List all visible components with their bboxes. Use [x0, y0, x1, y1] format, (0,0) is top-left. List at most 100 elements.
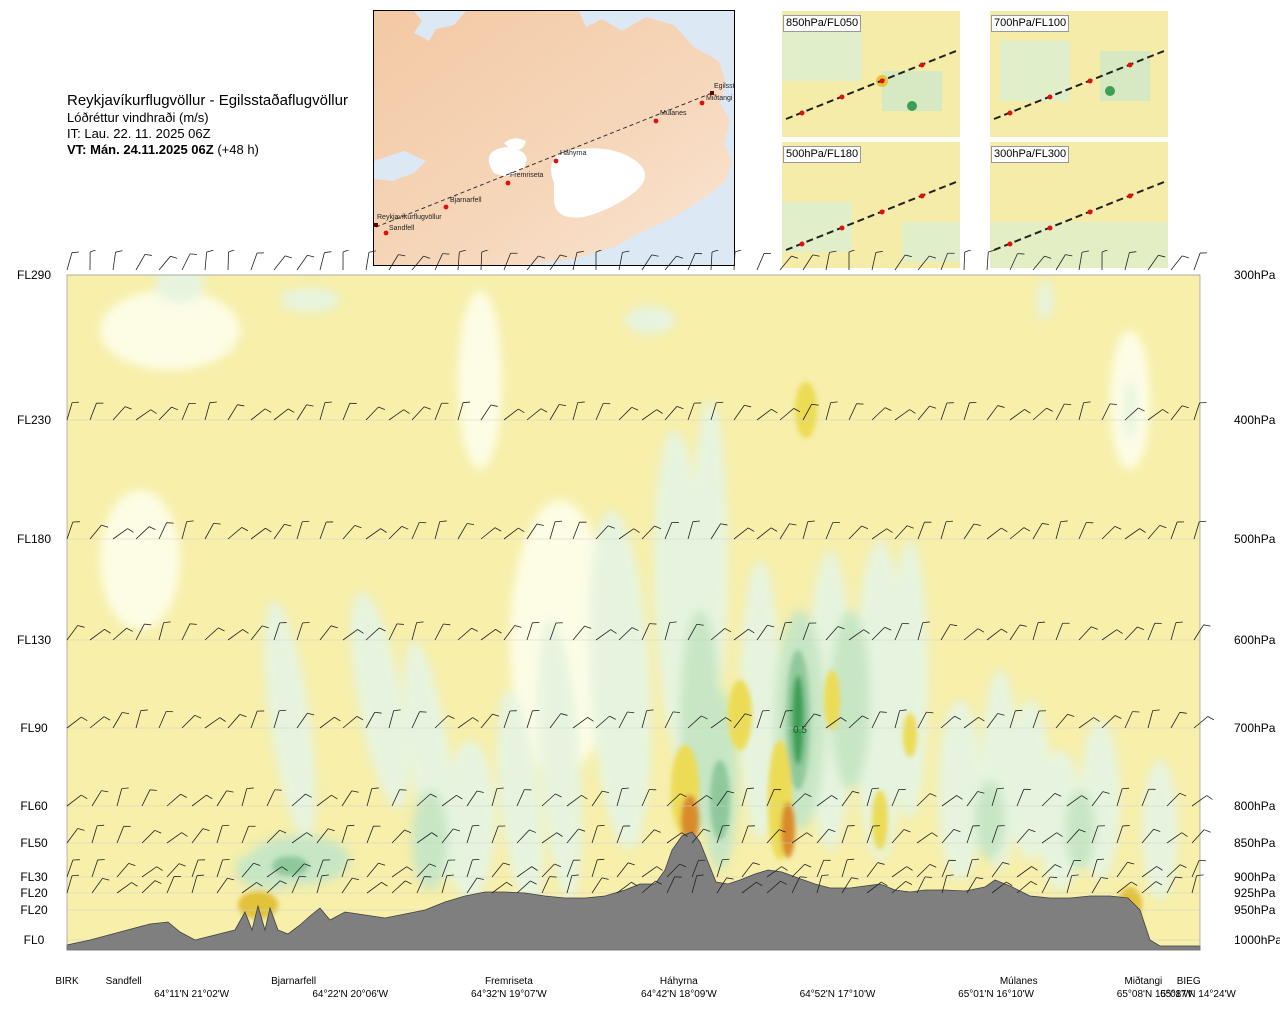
waypoint-axis-label: Háhyrna: [660, 976, 698, 987]
wind-barb: [688, 253, 695, 270]
waypoint-label: Reykjavíkurflugvöllur: [377, 214, 442, 221]
cross-section-svg: 0.5 FL290FL230FL180FL130FL90FL60FL50FL30…: [0, 250, 1280, 1005]
wind-barb-feather: [171, 256, 178, 258]
waypoint-marker: [444, 205, 449, 210]
wind-barb-feather: [324, 252, 331, 253]
flight-level-labels: FL290FL230FL180FL130FL90FL60FL50FL30FL20…: [17, 268, 51, 947]
velocity-contour: [795, 382, 817, 438]
waypoint-axis-label: BIEG: [1177, 976, 1201, 987]
wind-barb-feather: [538, 256, 545, 258]
wind-barb: [412, 256, 423, 270]
pressure-level-label: 925hPa: [1234, 886, 1276, 900]
wind-barb: [826, 252, 829, 270]
wind-barb-feather: [829, 251, 836, 252]
mini-map-850: 850hPa/FL050: [782, 11, 960, 137]
wind-barb-feather: [369, 251, 376, 252]
flight-level-label: FL290: [17, 268, 51, 282]
coordinate-axis-label: 64°32'N 19°07'W: [471, 989, 547, 1000]
wind-barb: [918, 256, 929, 270]
waypoint-label: Egilsstaðir: [714, 82, 734, 90]
velocity-contour: [100, 290, 240, 370]
wind-barb: [297, 255, 307, 270]
wind-barb: [274, 256, 285, 270]
wind-barb: [1171, 256, 1182, 270]
flight-level-label: FL0: [24, 933, 45, 947]
pressure-level-label: 950hPa: [1234, 903, 1276, 917]
wind-barb-feather: [207, 250, 214, 252]
wind-barb-feather: [423, 256, 430, 258]
wind-barb-feather: [1158, 255, 1165, 257]
pressure-level-label: 800hPa: [1234, 799, 1276, 813]
wind-barb-feather: [876, 251, 883, 252]
wind-barb-feather: [1065, 255, 1072, 256]
valid-time: VT: Mán. 24.11.2025 06Z (+48 h): [67, 142, 387, 158]
wind-barb-feather: [622, 251, 629, 252]
wind-barb-feather: [222, 825, 229, 826]
wind-barb-feather: [929, 256, 936, 258]
wind-barb-feather: [275, 790, 282, 791]
flight-level-label: FL130: [17, 633, 51, 647]
wind-barb-feather: [1208, 716, 1214, 719]
wind-barb: [1125, 253, 1129, 270]
wind-barb: [872, 252, 876, 270]
waypoint-axis-label: Bjarnarfell: [271, 976, 316, 987]
velocity-contour: [1142, 760, 1178, 900]
wind-barb: [527, 256, 538, 270]
waypoint-label: Sandfell: [389, 225, 415, 232]
wind-barb-feather: [90, 250, 97, 252]
flight-level-label: FL90: [20, 721, 48, 735]
wind-barb-feather: [145, 254, 152, 255]
wind-barb: [458, 252, 459, 270]
flight-level-label: FL230: [17, 413, 51, 427]
velocity-contour: [100, 490, 180, 630]
wind-barb-feather: [398, 255, 405, 256]
pressure-level-label: 700hPa: [1234, 721, 1276, 735]
wind-barb: [136, 254, 145, 270]
coordinate-axis-label: 64°11'N 21°02'W: [154, 989, 230, 1000]
pressure-level-label: 300hPa: [1234, 268, 1276, 282]
wind-barb-feather: [652, 255, 659, 256]
wind-barb-feather: [722, 859, 729, 860]
waypoint-axis-label: Sandfell: [106, 976, 142, 987]
flight-level-label: FL20: [20, 903, 48, 917]
flight-level-label: FL20: [20, 886, 48, 900]
wind-barb-feather: [596, 250, 603, 252]
velocity-contour: [892, 540, 928, 820]
velocity-contour: [903, 713, 917, 757]
velocity-contour: [824, 670, 840, 730]
wind-barb-feather: [347, 825, 354, 826]
wind-barb: [550, 255, 560, 270]
wind-barb: [665, 256, 676, 270]
wind-barb: [757, 253, 764, 270]
flight-level-label: FL180: [17, 532, 51, 546]
wind-barb-feather: [1204, 625, 1211, 626]
waypoint-marker: [506, 181, 511, 186]
flight-level-label: FL30: [20, 870, 48, 884]
velocity-contour: [458, 290, 502, 470]
wind-barb-feather: [800, 877, 807, 878]
wind-barb-feather: [560, 255, 567, 257]
wind-barb: [366, 252, 369, 270]
wind-barb: [941, 253, 948, 270]
velocity-contour: [872, 790, 888, 850]
wind-barb-feather: [302, 521, 309, 522]
wind-barb-feather: [712, 250, 719, 252]
wind-barb: [642, 255, 652, 270]
wind-barb-feather: [1199, 521, 1206, 522]
coordinate-axis-label: 65°01'N 16°10'W: [958, 989, 1034, 1000]
coordinate-axis-label: 65°17'N 14°24'W: [1160, 989, 1236, 1000]
velocity-contour: [155, 267, 205, 303]
wind-barb: [205, 252, 207, 270]
waypoint-label: Bjarnarfell: [450, 197, 482, 204]
valid-offset: (+48 h): [217, 142, 259, 157]
velocity-contour: [625, 306, 675, 334]
airport-marker: [374, 223, 378, 227]
pressure-level-labels: 300hPa400hPa500hPa600hPa700hPa800hPa850h…: [1234, 268, 1280, 947]
wind-barb: [964, 252, 965, 270]
coordinate-axis-label: 64°52'N 17°10'W: [800, 989, 876, 1000]
wind-barb-feather: [1044, 256, 1051, 258]
velocity-contour: [1037, 280, 1053, 320]
wind-barb-feather: [1082, 251, 1089, 252]
velocity-contour: [781, 802, 795, 858]
waypoint-marker: [554, 159, 559, 164]
